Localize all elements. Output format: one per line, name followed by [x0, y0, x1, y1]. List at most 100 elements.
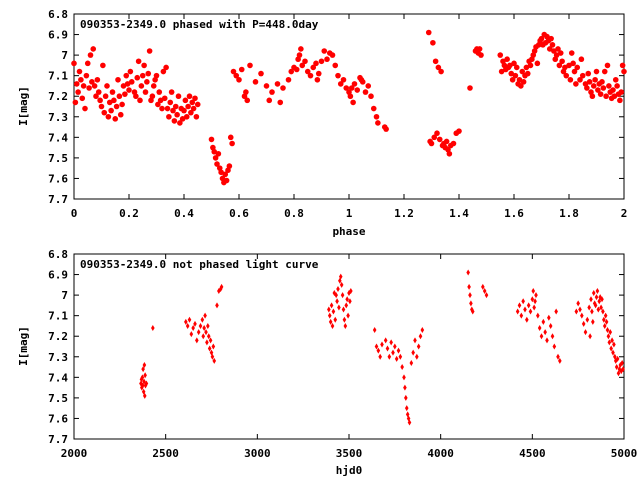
- phased-x-tick-label: 2: [621, 207, 628, 220]
- unphased-data-point: [398, 353, 403, 360]
- phased-data-point: [116, 93, 123, 100]
- phased-light-curve-chart: 090353-2349.0 phased with P=448.0day 6.8…: [17, 8, 627, 238]
- unphased-data-point: [343, 322, 348, 329]
- phased-data-point: [179, 116, 186, 122]
- phased-data-point: [299, 62, 306, 69]
- unphased-data-point: [590, 308, 594, 315]
- unphased-data-point: [581, 320, 586, 327]
- phased-data-point: [161, 95, 168, 102]
- phased-data-point: [153, 72, 160, 79]
- phased-data-point: [181, 107, 187, 114]
- unphased-data-point: [610, 337, 614, 344]
- phased-data-point: [456, 128, 462, 134]
- unphased-data-point: [144, 380, 149, 387]
- phased-data-point: [126, 87, 132, 93]
- phased-data-point: [89, 79, 95, 85]
- unphased-x-tick-label: 4500: [519, 447, 546, 460]
- unphased-data-point: [393, 343, 397, 350]
- phased-data-point: [293, 66, 300, 73]
- phased-data-point: [177, 120, 183, 126]
- phased-data-point: [553, 52, 560, 58]
- phased-data-point: [223, 177, 230, 184]
- phased-data-point: [573, 81, 579, 87]
- unphased-axis-ticks: [73, 253, 625, 440]
- phased-data-point: [263, 83, 270, 89]
- unphased-data-point: [466, 269, 470, 276]
- unphased-data-point: [595, 288, 600, 294]
- phased-data-point: [507, 62, 513, 69]
- phased-data-point: [280, 85, 286, 91]
- phased-data-point: [168, 89, 175, 95]
- phased-y-tick-label: 7.7: [48, 193, 68, 206]
- unphased-data-point: [602, 322, 607, 329]
- phased-data-point: [511, 60, 517, 67]
- phased-data-point: [137, 97, 143, 104]
- unphased-data-point: [548, 322, 553, 329]
- unphased-data-point: [620, 359, 624, 366]
- unphased-data-point: [394, 355, 399, 362]
- phased-data-point: [222, 171, 229, 178]
- phased-data-point: [193, 113, 200, 120]
- unphased-data-point: [621, 366, 625, 373]
- unphased-data-point: [583, 329, 588, 336]
- phased-data-point: [97, 97, 103, 104]
- phased-x-tick-label: 1: [346, 207, 353, 220]
- phased-data-point: [307, 72, 314, 79]
- phased-data-point: [214, 161, 220, 167]
- phased-data-point: [111, 97, 117, 104]
- phased-data-point: [617, 97, 623, 104]
- unphased-data-point: [467, 283, 471, 290]
- unphased-data-point: [349, 288, 353, 294]
- phased-data-point: [105, 113, 112, 120]
- unphased-data-point: [340, 292, 345, 299]
- unphased-data-point: [525, 316, 529, 323]
- phased-data-point: [113, 103, 120, 110]
- unphased-data-point: [611, 349, 615, 356]
- phased-data-point: [120, 83, 127, 89]
- unphased-x-tick-label: 5000: [611, 447, 638, 460]
- phased-data-point: [186, 93, 193, 100]
- phased-data-point: [285, 76, 292, 83]
- phased-data-point: [365, 83, 372, 89]
- phased-data-point: [546, 46, 553, 52]
- phased-data-point: [252, 79, 259, 85]
- phased-data-point: [304, 68, 311, 75]
- phased-x-tick-label: 1.4: [449, 207, 469, 220]
- phased-data-point: [614, 83, 620, 89]
- unphased-data-point: [193, 320, 197, 327]
- unphased-data-point: [418, 333, 423, 340]
- phased-y-tick-label: 7: [61, 49, 68, 62]
- phased-data-point: [185, 103, 191, 110]
- unphased-data-point: [413, 337, 417, 344]
- phased-y-tick-label: 6.9: [48, 29, 68, 42]
- phased-data-point: [589, 93, 596, 100]
- phased-data-point: [91, 83, 98, 89]
- phased-data-point: [122, 91, 128, 97]
- phased-x-tick-label: 1.2: [394, 207, 414, 220]
- phased-data-point: [139, 72, 146, 79]
- phased-data-point: [135, 58, 142, 65]
- unphased-data-point: [142, 378, 146, 385]
- phased-data-point: [108, 107, 114, 114]
- phased-data-point: [236, 76, 242, 83]
- unphased-data-point: [470, 308, 475, 315]
- phased-data-point: [324, 56, 330, 63]
- phased-data-point: [612, 76, 619, 83]
- phased-data-point: [428, 140, 435, 147]
- phased-data-point: [348, 85, 355, 91]
- phased-data-point: [170, 107, 176, 114]
- phased-data-point: [124, 81, 131, 87]
- phased-data-point: [611, 93, 618, 100]
- unphased-data-point: [533, 298, 537, 305]
- phased-data-point: [117, 111, 124, 118]
- unphased-data-point: [532, 304, 536, 311]
- phased-data-point: [343, 85, 350, 91]
- phased-data-point: [610, 87, 616, 93]
- phased-data-point: [150, 83, 157, 89]
- phased-data-point: [238, 66, 245, 73]
- unphased-data-point: [411, 349, 415, 356]
- unphased-data-point: [342, 316, 347, 323]
- unphased-data-point: [596, 306, 601, 313]
- unphased-data-point: [619, 368, 624, 375]
- phased-data-point: [159, 105, 165, 112]
